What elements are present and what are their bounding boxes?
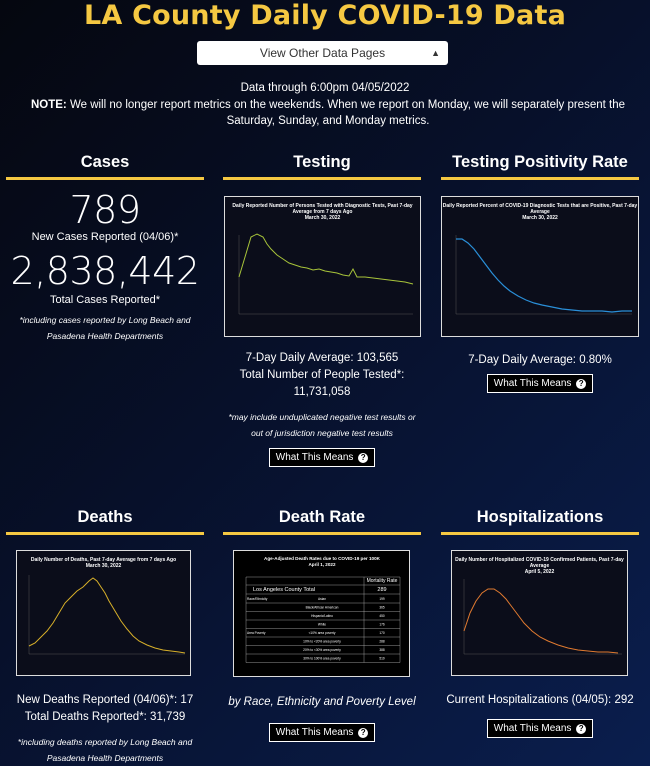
note-label: NOTE: <box>30 99 67 111</box>
testing-rule <box>223 177 421 180</box>
testing-footnote: *may include unduplicated negative test … <box>228 412 416 438</box>
death-rate-button-wrap: What This Means ? <box>223 722 421 742</box>
death-rate-section: Death Rate <box>223 505 421 535</box>
death-rate-row-value: 365 <box>379 606 385 610</box>
testing-series-line <box>238 233 414 285</box>
death-rate-row-group: Area Poverty <box>247 631 266 635</box>
testing-total: 11,731,058 <box>293 386 351 398</box>
death-rate-caption-wrap: by Race, Ethnicity and Poverty Level <box>223 694 421 711</box>
positivity-what-this-means-button[interactable]: What This Means ? <box>486 374 594 393</box>
death-rate-table-svg: Age-Adjusted Death Rates due to COVID-19… <box>245 556 401 663</box>
select-label: View Other Data Pages <box>259 46 386 60</box>
death-rate-row-value: 519 <box>379 657 385 661</box>
deaths-footnote: *including deaths reported by Long Beach… <box>17 737 193 763</box>
death-rate-caption: by Race, Ethnicity and Poverty Level <box>228 696 416 708</box>
total-cases-count: 2,838,442 <box>10 249 200 293</box>
positivity-rule <box>441 177 639 180</box>
total-cases-label: Total Cases Reported* <box>49 294 161 306</box>
testing-chart-svg <box>238 233 414 315</box>
hospital-rule <box>441 532 639 535</box>
weekend-note: NOTE: We will no longer report metrics o… <box>8 98 648 129</box>
death-rate-row-label: <10% area poverty <box>309 631 336 635</box>
testing-avg: 7-Day Daily Average: 103,565 <box>245 352 399 364</box>
question-circle-icon: ? <box>358 453 369 463</box>
death-rate-row-label: 10% to <20% area poverty <box>303 640 341 644</box>
cases-section: Cases 789 New Cases Reported (04/06)* 2,… <box>6 150 204 344</box>
deaths-new: New Deaths Reported (04/06)*: 17 <box>16 694 194 706</box>
death-rate-row-label: Hispanic/Latino <box>311 614 333 618</box>
death-rate-table-title: Age-Adjusted Death Rates due to COVID-19… <box>264 556 381 561</box>
death-rate-row-label: White <box>318 623 326 627</box>
positivity-stats: 7-Day Daily Average: 0.80% What This Mea… <box>441 352 639 393</box>
death-rate-total-value: 289 <box>377 587 386 593</box>
positivity-chart[interactable]: Daily Reported Percent of COVID-19 Diagn… <box>441 196 639 337</box>
question-circle-icon: ? <box>576 724 587 734</box>
deaths-rule <box>6 532 204 535</box>
cases-title: Cases <box>80 153 130 171</box>
hospital-what-this-means-button[interactable]: What This Means ? <box>486 719 594 738</box>
hospital-stats: Current Hospitalizations (04/05): 292 Wh… <box>441 692 639 738</box>
deaths-title: Deaths <box>77 508 133 526</box>
death-rate-table[interactable]: Age-Adjusted Death Rates due to COVID-19… <box>233 550 410 677</box>
data-through-date: Data through 6:00pm 04/05/2022 <box>240 82 410 94</box>
positivity-series-line <box>456 238 632 313</box>
sort-arrows-icon: ▲ <box>431 48 440 58</box>
hospital-chart-svg <box>463 579 622 655</box>
question-circle-icon: ? <box>576 379 587 389</box>
death-rate-row-value: 288 <box>379 640 385 644</box>
positivity-avg: 7-Day Daily Average: 0.80% <box>468 354 612 366</box>
death-rate-row-value: 170 <box>379 631 385 635</box>
question-circle-icon: ? <box>358 728 369 738</box>
death-rate-row-label: Black/African American <box>306 606 339 610</box>
death-rate-title: Death Rate <box>278 508 366 526</box>
page-title: LA County Daily COVID-19 Data <box>84 0 566 31</box>
testing-total-label: Total Number of People Tested*: <box>239 369 405 381</box>
deaths-total: Total Deaths Reported*: 31,739 <box>24 711 186 723</box>
cases-rule <box>6 177 204 180</box>
positivity-chart-svg <box>455 235 632 315</box>
deaths-series-line <box>28 577 186 654</box>
death-rate-row-label: 20% to <30% area poverty <box>303 648 341 652</box>
death-rate-table-date: April 1, 2022 <box>308 562 336 567</box>
data-pages-select[interactable]: View Other Data Pages ▲ <box>197 41 448 65</box>
death-rate-row-label: 30% to 100% area poverty <box>303 657 341 661</box>
death-rate-row-value: 388 <box>379 648 385 652</box>
note-text: We will no longer report metrics on the … <box>66 99 625 127</box>
deaths-section: Deaths <box>6 505 204 535</box>
hospital-series-line <box>463 588 619 654</box>
deaths-chart-title: Daily Number of Deaths, Past 7-day Avera… <box>30 557 177 569</box>
death-rate-row-value: 176 <box>379 623 385 627</box>
positivity-chart-title: Daily Reported Percent of COVID-19 Diagn… <box>442 203 638 221</box>
testing-section: Testing <box>223 150 421 180</box>
hospital-title: Hospitalizations <box>476 508 604 526</box>
death-rate-rule <box>223 532 421 535</box>
death-rate-row-label: Asian <box>318 597 326 601</box>
death-rate-what-this-means-button[interactable]: What This Means ? <box>268 723 376 742</box>
cases-footnote: *including cases reported by Long Beach … <box>19 315 191 341</box>
death-rate-row-value: 450 <box>379 614 385 618</box>
death-rate-col-header: Mortality Rate <box>367 578 398 584</box>
testing-what-this-means-button[interactable]: What This Means ? <box>268 448 376 467</box>
new-cases-count: 789 <box>69 188 141 232</box>
testing-chart[interactable]: Daily Reported Number of Persons Tested … <box>224 196 421 337</box>
deaths-chart-svg <box>28 575 186 655</box>
testing-chart-title: Daily Reported Number of Persons Tested … <box>232 203 413 221</box>
positivity-section: Testing Positivity Rate <box>441 150 639 180</box>
testing-title: Testing <box>293 153 351 171</box>
hospital-current: Current Hospitalizations (04/05): 292 <box>446 694 634 706</box>
positivity-title: Testing Positivity Rate <box>452 153 628 171</box>
deaths-stats: New Deaths Reported (04/06)*: 17 Total D… <box>6 692 204 766</box>
hospital-section: Hospitalizations <box>441 505 639 535</box>
deaths-chart[interactable]: Daily Number of Deaths, Past 7-day Avera… <box>16 550 191 676</box>
testing-stats: 7-Day Daily Average: 103,565 Total Numbe… <box>223 350 421 467</box>
death-rate-row-value: 199 <box>379 597 385 601</box>
hospital-chart-title: Daily Number of Hospitalized COVID-19 Co… <box>455 557 624 575</box>
death-rate-row-group: Race/Ethnicity <box>247 597 268 601</box>
new-cases-label: New Cases Reported (04/06)* <box>31 231 179 243</box>
death-rate-total-label: Los Angeles County Total <box>253 587 315 593</box>
hospital-chart[interactable]: Daily Number of Hospitalized COVID-19 Co… <box>451 550 628 676</box>
